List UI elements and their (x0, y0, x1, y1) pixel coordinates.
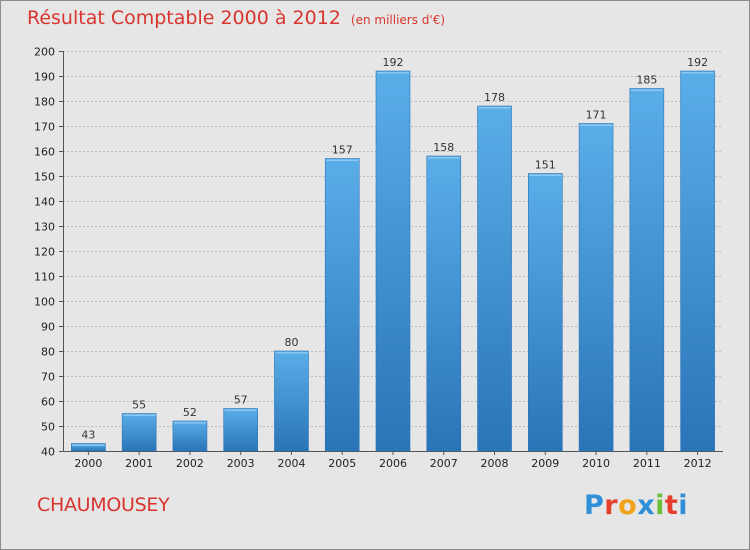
x-tick-label: 2012 (684, 457, 712, 470)
value-labels: 43 55 52 57 80 157 192 158 178 151 171 185 192 (81, 56, 708, 442)
value-label: 151 (535, 159, 556, 172)
bar (578, 123, 614, 452)
commune-name: CHAUMOUSEY (37, 494, 170, 516)
bar-highlight (529, 174, 562, 176)
bar (426, 155, 462, 452)
logo-letter: r (604, 490, 619, 521)
logo-letter: o (618, 490, 638, 521)
value-label: 57 (234, 394, 248, 407)
chart-subtitle: (en milliers d'€) (350, 13, 446, 27)
bar (680, 70, 715, 452)
bars (71, 70, 715, 452)
value-label: 158 (433, 141, 454, 154)
y-tick-label: 70 (41, 371, 55, 384)
y-tick-label: 120 (34, 246, 55, 259)
x-tick-label: 2010 (582, 457, 610, 470)
x-tick-label: 2000 (74, 457, 102, 470)
y-tick-label: 150 (34, 171, 55, 184)
y-tick-label: 200 (34, 46, 55, 59)
x-tick-label: 2009 (531, 457, 559, 470)
value-label: 55 (132, 399, 146, 412)
x-tick-label: 2005 (328, 457, 356, 470)
bar-highlight (72, 444, 105, 446)
value-label: 171 (586, 109, 607, 122)
logo-letter: i (655, 490, 665, 521)
bar-highlight (275, 352, 308, 354)
x-tick-label: 2003 (227, 457, 255, 470)
bar (172, 420, 208, 452)
x-tick-label: 2011 (633, 457, 661, 470)
bar (121, 413, 157, 452)
y-tick-label: 90 (41, 321, 55, 334)
logo-letter: P (584, 490, 605, 521)
bar (477, 105, 512, 452)
y-tick-label: 140 (34, 196, 55, 209)
y-tick-label: 100 (34, 296, 55, 309)
bar (375, 70, 411, 452)
y-tick-label: 110 (34, 271, 55, 284)
y-tick-label: 160 (34, 146, 55, 159)
value-label: 178 (484, 91, 505, 104)
value-label: 157 (332, 144, 353, 157)
y-tick-label: 40 (41, 446, 55, 459)
bar-highlight (681, 72, 714, 74)
bar-highlight (224, 409, 257, 411)
x-tick-label: 2002 (176, 457, 204, 470)
y-tick-label: 50 (41, 421, 55, 434)
bar-highlight (123, 414, 156, 416)
logo-letter: i (678, 490, 689, 521)
value-label: 43 (81, 429, 95, 442)
bar (629, 88, 665, 452)
y-tick-label: 170 (34, 121, 55, 134)
logo-letter: x (637, 490, 656, 521)
value-label: 185 (636, 74, 657, 87)
x-tick-label: 2007 (430, 457, 458, 470)
x-tick-label: 2004 (277, 457, 305, 470)
bar (324, 158, 360, 452)
chart-title: Résultat Comptable 2000 à 2012 (en millie… (27, 7, 446, 29)
y-tick-label: 60 (41, 396, 55, 409)
bar-highlight (427, 157, 460, 159)
value-label: 52 (183, 406, 197, 419)
x-tick-label: 2008 (481, 457, 509, 470)
bar (274, 350, 309, 452)
y-tick-label: 130 (34, 221, 55, 234)
y-tick-label: 80 (41, 346, 55, 359)
x-tick-label: 2001 (125, 457, 153, 470)
y-tick-label: 190 (34, 71, 55, 84)
bar (223, 408, 258, 452)
grid-lines (63, 51, 723, 427)
bar (71, 443, 106, 452)
x-tick-label: 2006 (379, 457, 407, 470)
value-label: 80 (284, 336, 298, 349)
bar-highlight (173, 422, 206, 424)
value-label: 192 (687, 56, 708, 69)
bar (528, 173, 563, 452)
value-label: 192 (383, 56, 404, 69)
axes: 40 50 60 70 80 90 100 110 120 130 140 150 160 170 180 1… (34, 46, 723, 470)
bar-highlight (377, 72, 409, 74)
bar-highlight (630, 89, 663, 91)
bar-highlight (580, 124, 613, 126)
bar-highlight (478, 107, 511, 109)
proxiti-logo: Proxiti (584, 490, 688, 521)
bar-highlight (326, 159, 359, 161)
logo-letter: t (664, 490, 679, 521)
y-tick-label: 180 (34, 96, 55, 109)
